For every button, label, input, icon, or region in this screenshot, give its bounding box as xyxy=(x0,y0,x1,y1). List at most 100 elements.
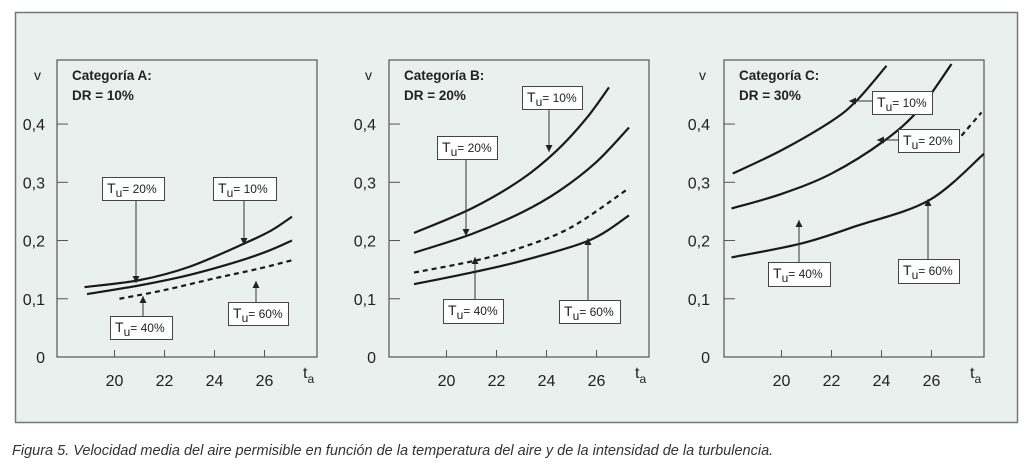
label-text: Tu= 20% xyxy=(107,180,157,200)
label-box xyxy=(443,299,504,324)
figure-frame xyxy=(14,11,1019,424)
label-text: Tu= 60% xyxy=(564,303,614,323)
x-axis-label: ta xyxy=(635,365,646,386)
label-text: Tu= 60% xyxy=(233,305,283,325)
panel-subtitle: DR = 30% xyxy=(739,88,801,103)
figure-caption: Figura 5. Velocidad media del aire permi… xyxy=(12,443,774,459)
x-tick-label: 20 xyxy=(438,373,456,390)
series-line-40pct xyxy=(413,187,630,274)
label-text: Tu= 40% xyxy=(448,302,498,322)
label-box xyxy=(110,316,173,340)
panel-title: Categoría A: xyxy=(72,68,152,83)
label-text: Tu= 40% xyxy=(773,265,823,285)
arrowhead-icon xyxy=(849,97,856,105)
series-line-60pct xyxy=(413,214,630,286)
series-line-40pct xyxy=(119,259,293,300)
annotation-label: Tu= 10% xyxy=(522,86,583,152)
label-box xyxy=(522,86,583,110)
label-box xyxy=(898,259,960,284)
series-line-20pct xyxy=(413,126,630,254)
arrowhead-icon xyxy=(462,229,470,236)
annotation-label: Tu= 40% xyxy=(443,257,504,324)
arrowhead-icon xyxy=(471,257,479,264)
label-box xyxy=(768,262,831,287)
arrowhead-icon xyxy=(139,296,147,303)
arrowhead-icon xyxy=(795,220,803,227)
panel-b: 0 0,1 0,2 0,3 0,4 20 22 24 26 v ta Categoría B: DR =… xyxy=(354,59,650,390)
panel-subtitle: DR = 20% xyxy=(404,88,466,103)
x-tick-label: 26 xyxy=(256,373,274,390)
label-box xyxy=(228,302,289,326)
y-tick-label: 0,4 xyxy=(23,117,45,134)
arrowhead-icon xyxy=(877,136,884,144)
label-box xyxy=(213,177,277,201)
y-tick-label: 0,1 xyxy=(23,292,45,309)
series-line-10pct xyxy=(413,86,610,234)
label-text: Tu= 40% xyxy=(115,319,165,339)
label-box xyxy=(559,300,621,324)
plot-area xyxy=(56,59,318,358)
x-tick-label: 24 xyxy=(206,373,224,390)
y-tick-label: 0,2 xyxy=(354,234,376,251)
arrowhead-icon xyxy=(545,145,553,152)
series-line-20pct xyxy=(86,239,293,296)
label-text: Tu= 10% xyxy=(877,94,927,114)
annotation-label: Tu= 20% xyxy=(102,177,165,283)
annotation-label: Tu= 10% xyxy=(213,177,277,245)
plot-area xyxy=(388,59,650,358)
x-tick-label: 22 xyxy=(488,373,506,390)
y-tick-label: 0,4 xyxy=(688,117,710,134)
x-tick-label: 26 xyxy=(588,373,606,390)
series-line-10pct xyxy=(732,65,888,175)
x-tick-label: 24 xyxy=(538,373,556,390)
y-tick-label: 0,2 xyxy=(688,234,710,251)
label-text: Tu= 20% xyxy=(442,139,492,159)
annotation-label: Tu= 60% xyxy=(228,281,289,326)
x-tick-label: 26 xyxy=(923,373,941,390)
panel-title: Categoría B: xyxy=(404,68,484,83)
x-tick-label: 20 xyxy=(106,373,124,390)
arrowhead-icon xyxy=(132,276,140,283)
y-tick-label: 0,3 xyxy=(23,175,45,192)
label-text: Tu= 60% xyxy=(903,262,953,282)
annotation-label: Tu= 40% xyxy=(768,220,831,287)
y-tick-label: 0 xyxy=(701,350,710,367)
annotation-label: Tu= 20% xyxy=(437,136,498,236)
y-tick-label: 0 xyxy=(36,350,45,367)
label-text: Tu= 10% xyxy=(218,180,268,200)
y-axis-label: v xyxy=(365,67,372,83)
annotation-label: Tu= 40% xyxy=(110,296,173,340)
y-tick-label: 0,1 xyxy=(688,292,710,309)
annotation-label: Tu= 60% xyxy=(559,238,621,324)
panel-title: Categoría C: xyxy=(739,68,819,83)
y-tick-label: 0,3 xyxy=(688,175,710,192)
series-line-10pct xyxy=(84,215,293,289)
panel-subtitle: DR = 10% xyxy=(72,88,134,103)
annotation-label: Tu= 10% xyxy=(849,91,933,115)
y-tick-label: 0 xyxy=(367,350,376,367)
x-tick-label: 20 xyxy=(773,373,791,390)
arrowhead-icon xyxy=(240,238,248,245)
series-line-40pct xyxy=(960,111,983,137)
series-line-60pct xyxy=(731,152,985,259)
y-tick-label: 0,3 xyxy=(354,175,376,192)
arrowhead-icon xyxy=(924,199,932,206)
x-tick-label: 24 xyxy=(873,373,891,390)
y-tick-label: 0,2 xyxy=(23,234,45,251)
label-text: Tu= 10% xyxy=(527,89,577,109)
panel-c: 0 0,1 0,2 0,3 0,4 20 22 24 26 v ta Categoría C: DR =… xyxy=(688,59,985,390)
x-axis-label: ta xyxy=(303,365,314,386)
annotation-label: Tu= 60% xyxy=(898,199,960,284)
x-tick-label: 22 xyxy=(156,373,174,390)
label-text: Tu= 20% xyxy=(903,132,953,152)
plot-area xyxy=(723,59,985,358)
label-box xyxy=(102,177,165,201)
y-axis-label: v xyxy=(34,67,41,83)
x-tick-label: 22 xyxy=(823,373,841,390)
annotation-label: Tu= 20% xyxy=(877,129,960,153)
arrowhead-icon xyxy=(252,281,260,288)
panel-a: 0 0,1 0,2 0,3 0,4 20 22 24 26 v ta Categoría A: DR =… xyxy=(23,59,318,390)
x-axis-label: ta xyxy=(970,365,981,386)
y-tick-label: 0,1 xyxy=(354,292,376,309)
arrowhead-icon xyxy=(584,238,592,245)
